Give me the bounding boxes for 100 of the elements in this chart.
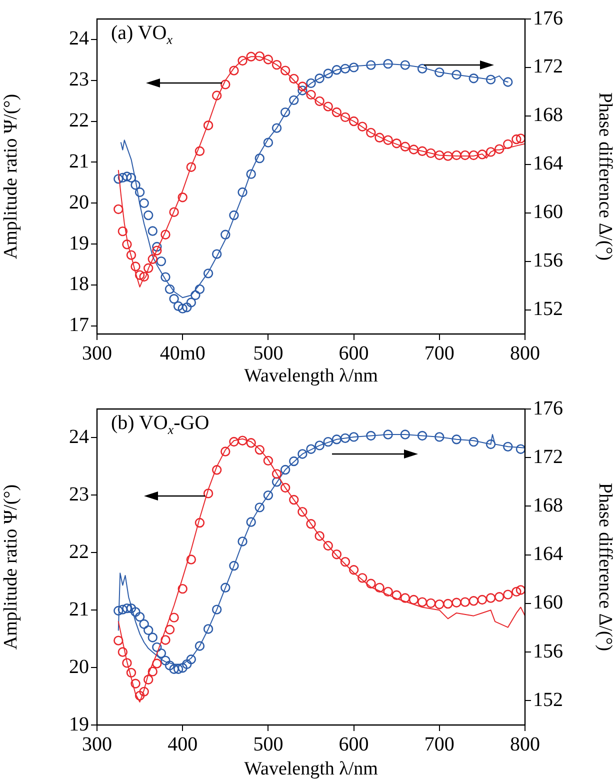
point bbox=[122, 658, 132, 668]
point bbox=[156, 648, 166, 658]
point bbox=[144, 263, 154, 273]
point bbox=[238, 436, 248, 446]
point bbox=[494, 592, 504, 602]
point bbox=[289, 74, 299, 84]
point bbox=[194, 641, 205, 651]
point bbox=[173, 301, 184, 311]
point bbox=[358, 573, 368, 583]
point bbox=[178, 584, 188, 594]
x-tick-label: 500 bbox=[253, 342, 284, 364]
point bbox=[348, 565, 359, 575]
point bbox=[186, 162, 196, 172]
point bbox=[434, 150, 444, 160]
point bbox=[118, 604, 128, 614]
point bbox=[503, 590, 513, 600]
point bbox=[494, 144, 504, 154]
point bbox=[434, 67, 444, 78]
point bbox=[160, 635, 170, 645]
point bbox=[408, 144, 419, 154]
point bbox=[272, 469, 282, 479]
y-tick-label: 19 bbox=[69, 713, 89, 736]
point bbox=[164, 624, 175, 634]
point bbox=[212, 90, 222, 100]
point bbox=[460, 150, 470, 160]
x-axis-title: Wavelength λ/nm bbox=[244, 758, 378, 780]
point bbox=[203, 268, 214, 278]
point bbox=[164, 660, 175, 670]
point bbox=[238, 536, 248, 546]
point bbox=[178, 304, 188, 314]
x-tick-label: 700 bbox=[424, 733, 454, 756]
point bbox=[452, 150, 462, 160]
point bbox=[452, 70, 462, 80]
y-tick-label: 24 bbox=[69, 28, 89, 50]
point bbox=[134, 690, 145, 701]
point bbox=[144, 674, 154, 684]
y-tick-label: 20 bbox=[69, 191, 89, 214]
point bbox=[374, 582, 384, 593]
point bbox=[229, 210, 239, 220]
point bbox=[417, 64, 428, 74]
point bbox=[366, 128, 376, 138]
point bbox=[152, 642, 162, 652]
y-tick-label: 21 bbox=[69, 150, 89, 172]
point bbox=[114, 636, 124, 646]
point bbox=[118, 647, 128, 657]
x-tick-label: 800 bbox=[510, 733, 540, 756]
point bbox=[323, 540, 333, 551]
x-tick-label: 700 bbox=[424, 342, 454, 364]
point bbox=[417, 597, 428, 607]
point bbox=[169, 207, 179, 217]
y-tick-label: 19 bbox=[69, 232, 89, 254]
point bbox=[272, 60, 282, 70]
y-tick-label: 22 bbox=[69, 540, 89, 563]
x-tick-label: 800 bbox=[510, 342, 540, 364]
point bbox=[280, 66, 290, 76]
point bbox=[190, 290, 200, 300]
point bbox=[434, 432, 444, 442]
point bbox=[212, 249, 222, 259]
x-tick-label: 40m0 bbox=[160, 342, 206, 364]
point bbox=[348, 432, 359, 442]
point bbox=[220, 230, 230, 240]
point bbox=[134, 270, 145, 280]
point bbox=[126, 668, 136, 678]
x-tick-label: 600 bbox=[338, 733, 369, 756]
point bbox=[400, 430, 410, 440]
point bbox=[194, 518, 205, 528]
point bbox=[468, 596, 478, 606]
point bbox=[503, 442, 513, 452]
point bbox=[130, 607, 140, 617]
y-axis-title: Amplitude ratio Ψ/(°) bbox=[0, 484, 22, 650]
point bbox=[408, 594, 419, 605]
point bbox=[169, 294, 179, 304]
point bbox=[486, 74, 496, 84]
x-tick-label: 400 bbox=[168, 733, 198, 756]
point bbox=[400, 142, 410, 152]
y-axis-title: Amplitude ratio Ψ/(°) bbox=[0, 94, 22, 260]
point bbox=[452, 598, 462, 608]
point bbox=[306, 519, 316, 529]
y2-tick-label: 160 bbox=[533, 201, 563, 224]
point bbox=[114, 204, 124, 214]
point bbox=[148, 632, 158, 642]
point bbox=[383, 430, 393, 440]
y-tick-label: 23 bbox=[69, 483, 89, 506]
point bbox=[340, 433, 350, 444]
point bbox=[246, 52, 256, 62]
point bbox=[468, 150, 478, 160]
point bbox=[130, 678, 140, 688]
point bbox=[323, 68, 333, 78]
point bbox=[323, 436, 333, 447]
y2-tick-label: 176 bbox=[533, 7, 563, 30]
y2-axis-title: Phase difference Δ/(°) bbox=[594, 92, 616, 261]
point bbox=[130, 180, 140, 190]
point bbox=[246, 438, 256, 448]
point bbox=[400, 60, 410, 70]
point bbox=[516, 134, 525, 144]
point bbox=[152, 658, 162, 668]
point bbox=[289, 494, 299, 505]
point bbox=[182, 659, 192, 670]
point bbox=[178, 192, 188, 202]
point bbox=[358, 122, 368, 132]
